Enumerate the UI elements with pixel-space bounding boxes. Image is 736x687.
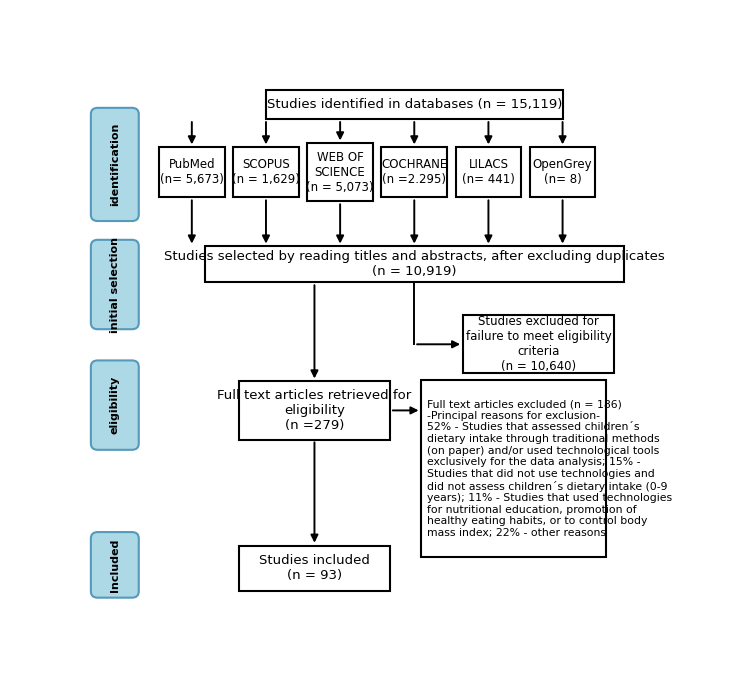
FancyBboxPatch shape (91, 361, 139, 450)
FancyBboxPatch shape (308, 144, 373, 201)
Text: Studies included
(n = 93): Studies included (n = 93) (259, 554, 370, 582)
Text: LILACS
(n= 441): LILACS (n= 441) (462, 159, 515, 186)
Text: Studies excluded for
failure to meet eligibility
criteria
(n = 10,640): Studies excluded for failure to meet eli… (466, 315, 612, 373)
Text: WEB OF
SCIENCE
(n = 5,073): WEB OF SCIENCE (n = 5,073) (306, 151, 374, 194)
Text: COCHRANE
(n =2.295): COCHRANE (n =2.295) (381, 159, 447, 186)
Text: initial selection: initial selection (110, 236, 120, 333)
Text: Full text articles retrieved for
eligibility
(n =279): Full text articles retrieved for eligibi… (217, 389, 411, 432)
Text: SCOPUS
(n = 1,629): SCOPUS (n = 1,629) (232, 159, 300, 186)
FancyBboxPatch shape (266, 90, 562, 120)
Text: identification: identification (110, 123, 120, 206)
FancyBboxPatch shape (91, 532, 139, 598)
Text: eligibility: eligibility (110, 376, 120, 434)
FancyBboxPatch shape (233, 147, 299, 197)
FancyBboxPatch shape (159, 147, 224, 197)
FancyBboxPatch shape (456, 147, 521, 197)
Text: OpenGrey
(n= 8): OpenGrey (n= 8) (533, 159, 592, 186)
FancyBboxPatch shape (463, 315, 615, 374)
Text: PubMed
(n= 5,673): PubMed (n= 5,673) (160, 159, 224, 186)
Text: Studies identified in databases (n = 15,119): Studies identified in databases (n = 15,… (266, 98, 562, 111)
FancyBboxPatch shape (205, 247, 624, 282)
FancyBboxPatch shape (91, 240, 139, 329)
FancyBboxPatch shape (239, 545, 390, 591)
Text: Included: Included (110, 538, 120, 592)
FancyBboxPatch shape (530, 147, 595, 197)
FancyBboxPatch shape (381, 147, 447, 197)
FancyBboxPatch shape (422, 380, 606, 557)
FancyBboxPatch shape (91, 108, 139, 221)
Text: Studies selected by reading titles and abstracts, after excluding duplicates
(n : Studies selected by reading titles and a… (164, 251, 665, 278)
Text: Full text articles excluded (n = 186)
-Principal reasons for exclusion-
52% - St: Full text articles excluded (n = 186) -P… (427, 399, 672, 538)
FancyBboxPatch shape (239, 381, 390, 440)
